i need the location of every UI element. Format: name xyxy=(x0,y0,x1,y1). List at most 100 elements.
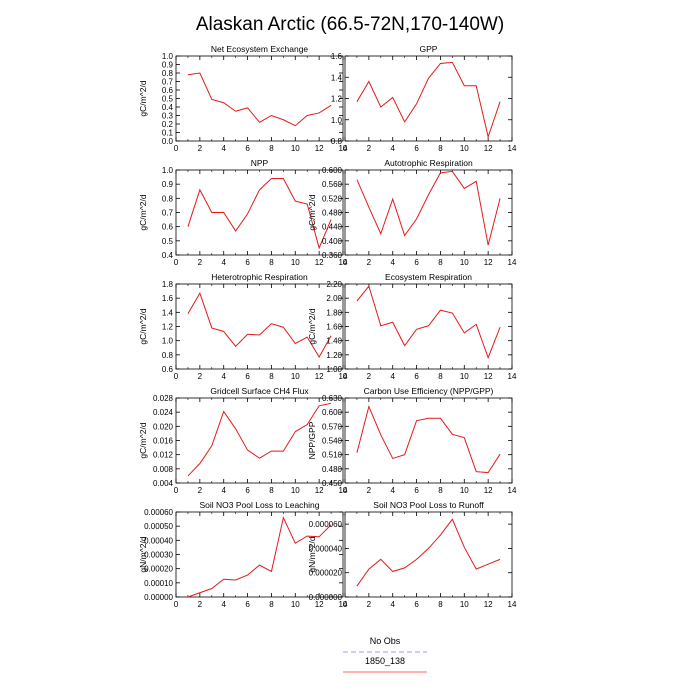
chart-panel: Carbon Use Efficiency (NPP/GPP) NPP/GPP 0 2… xyxy=(307,386,517,495)
y-tick-label: 0.000020 xyxy=(309,569,343,578)
y-tick-label: 0.00010 xyxy=(144,579,173,588)
y-tick-label: 0.570 xyxy=(322,422,343,431)
y-axis-label: gC/m^2/d xyxy=(138,194,148,230)
y-tick-label: 1.0 xyxy=(162,337,174,346)
x-tick-label: 14 xyxy=(508,144,517,153)
panel-title: Soil NO3 Pool Loss to Leaching xyxy=(199,500,319,510)
x-tick-label: 8 xyxy=(438,600,443,609)
x-tick-label: 2 xyxy=(198,372,203,381)
y-tick-label: 0.480 xyxy=(322,209,343,218)
series-line xyxy=(187,402,332,477)
panel-title: Soil NO3 Pool Loss to Runoff xyxy=(373,500,484,510)
x-tick-label: 8 xyxy=(269,258,274,267)
plot-frame xyxy=(344,283,513,370)
y-tick-label: 0.028 xyxy=(153,394,174,403)
y-tick-label: 0.360 xyxy=(322,251,343,260)
y-tick-label: 0.016 xyxy=(153,437,174,446)
y-tick-label: 0.4 xyxy=(162,251,174,260)
x-tick-label: 8 xyxy=(269,144,274,153)
y-tick-label: 0.9 xyxy=(162,180,174,189)
x-tick-label: 12 xyxy=(315,486,324,495)
y-tick-label: 0.012 xyxy=(153,451,174,460)
series-line xyxy=(356,404,501,474)
series-line xyxy=(187,516,332,598)
y-tick-label: 0.2 xyxy=(162,120,174,129)
x-tick-label: 12 xyxy=(315,600,324,609)
y-tick-label: 0.400 xyxy=(322,237,343,246)
chart-panel: Ecosystem Respiration gC/m^2/d 0 2 4 6 8 10 12 14… xyxy=(307,272,517,381)
series-line xyxy=(187,72,332,127)
x-tick-label: 2 xyxy=(367,486,372,495)
plot-frame xyxy=(344,511,513,598)
x-tick-label: 2 xyxy=(367,258,372,267)
x-tick-label: 10 xyxy=(291,144,300,153)
x-tick-label: 10 xyxy=(291,372,300,381)
x-tick-label: 6 xyxy=(414,144,419,153)
x-tick-label: 2 xyxy=(198,600,203,609)
x-tick-label: 0 xyxy=(343,486,348,495)
y-tick-label: 1.4 xyxy=(331,73,343,82)
series-line xyxy=(356,518,501,587)
x-tick-label: 4 xyxy=(221,486,226,495)
series-line xyxy=(187,292,332,358)
y-tick-label: 0.560 xyxy=(322,180,343,189)
x-tick-label: 14 xyxy=(339,600,348,609)
y-tick-label: 0.020 xyxy=(153,422,174,431)
x-tick-label: 10 xyxy=(291,486,300,495)
x-tick-label: 6 xyxy=(245,600,250,609)
x-tick-label: 14 xyxy=(339,144,348,153)
y-tick-label: 0.024 xyxy=(153,408,174,417)
x-tick-label: 14 xyxy=(508,486,517,495)
x-tick-label: 14 xyxy=(339,258,348,267)
chart-panel: NPP gC/m^2/d 0 2 4 6 8 10 12 14 0.4 0.5 0.6 0.7 0.8 0.9… xyxy=(138,158,348,267)
y-tick-label: 1.6 xyxy=(331,52,343,61)
y-tick-label: 0.0 xyxy=(162,137,174,146)
x-tick-label: 14 xyxy=(508,372,517,381)
legend-label: No Obs xyxy=(370,636,401,646)
y-tick-label: 0.008 xyxy=(153,465,174,474)
y-tick-label: 0.6 xyxy=(162,86,174,95)
x-tick-label: 4 xyxy=(390,258,395,267)
panel-title: Carbon Use Efficiency (NPP/GPP) xyxy=(364,386,494,396)
x-tick-label: 0 xyxy=(343,144,348,153)
x-tick-label: 0 xyxy=(343,600,348,609)
y-tick-label: 0.5 xyxy=(162,237,174,246)
x-tick-label: 8 xyxy=(438,486,443,495)
y-axis-label: gC/m^2/d xyxy=(138,308,148,344)
panel-title: Autotrophic Respiration xyxy=(384,158,473,168)
y-axis-label: gN/m^2/d xyxy=(307,536,317,572)
y-tick-label: 0.630 xyxy=(322,394,343,403)
y-tick-label: 0.5 xyxy=(162,95,174,104)
y-tick-label: 0.00050 xyxy=(144,522,173,531)
x-tick-label: 6 xyxy=(245,486,250,495)
y-tick-label: 0.9 xyxy=(162,61,174,70)
x-tick-label: 8 xyxy=(269,486,274,495)
x-tick-label: 4 xyxy=(390,486,395,495)
y-tick-label: 0.7 xyxy=(162,78,174,87)
chart-panel: Soil NO3 Pool Loss to Leaching gN/m^2/d 0 2… xyxy=(138,500,348,609)
y-tick-label: 0.600 xyxy=(322,166,343,175)
x-tick-label: 10 xyxy=(460,372,469,381)
y-tick-label: 0.00020 xyxy=(144,565,173,574)
y-tick-label: 0.600 xyxy=(322,408,343,417)
y-tick-label: 0.8 xyxy=(162,69,174,78)
x-tick-label: 12 xyxy=(315,144,324,153)
x-tick-label: 0 xyxy=(174,372,179,381)
plot-frame xyxy=(344,55,513,142)
y-tick-label: 0.1 xyxy=(162,129,174,138)
y-tick-label: 1.8 xyxy=(162,280,174,289)
panel-title: Gridcell Surface CH4 Flux xyxy=(210,386,309,396)
plot-frame xyxy=(344,397,513,484)
y-tick-label: 1.20 xyxy=(326,351,342,360)
x-tick-label: 6 xyxy=(414,372,419,381)
x-tick-label: 10 xyxy=(291,258,300,267)
x-tick-label: 2 xyxy=(198,486,203,495)
x-tick-label: 0 xyxy=(174,600,179,609)
x-tick-label: 4 xyxy=(221,372,226,381)
y-tick-label: 2.00 xyxy=(326,294,342,303)
y-tick-label: 0.540 xyxy=(322,437,343,446)
series-line xyxy=(356,170,501,246)
plot-frame xyxy=(175,55,344,142)
y-tick-label: 0.3 xyxy=(162,112,174,121)
